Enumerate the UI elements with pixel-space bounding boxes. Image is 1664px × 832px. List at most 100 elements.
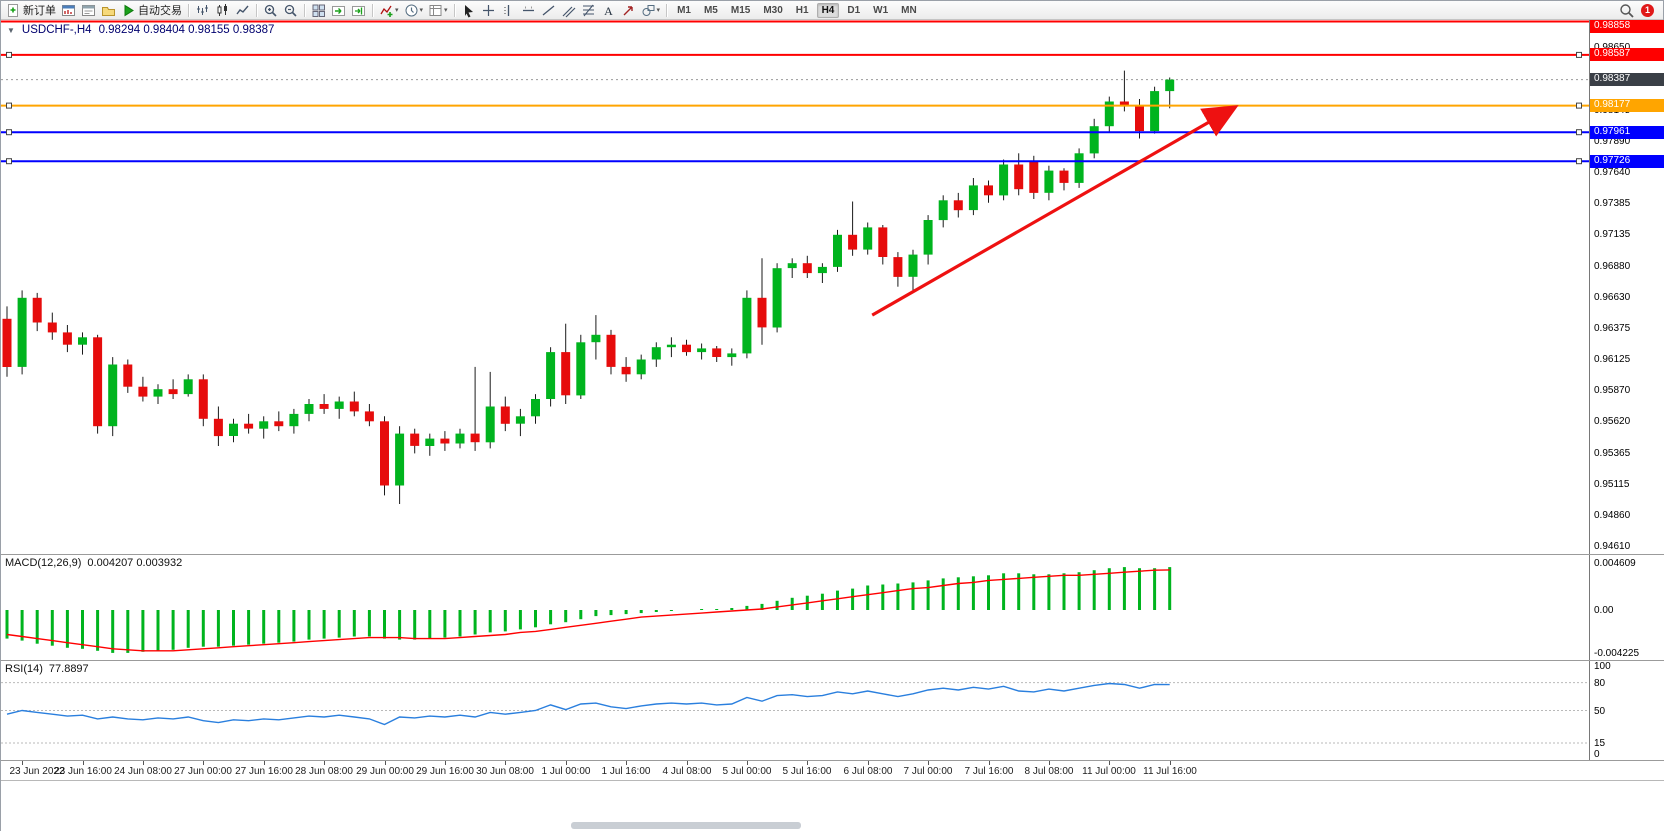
new-order-button-label: 新订单 xyxy=(23,5,56,17)
rsi-axis[interactable]: 100 80 50 15 0 xyxy=(1589,661,1664,760)
time-axis-tick xyxy=(1049,761,1050,765)
new-order-button[interactable]: 新订单 xyxy=(4,2,58,19)
toolbar-separator xyxy=(666,3,668,17)
trendline-icon[interactable] xyxy=(539,2,558,19)
macd-label: MACD(12,26,9) xyxy=(5,557,82,569)
macd-title: MACD(12,26,9) 0.004207 0.003932 xyxy=(5,557,182,569)
indicators-icon[interactable]: ▾ xyxy=(377,2,401,19)
line-handle xyxy=(1576,51,1582,58)
tf-button-mn[interactable]: MN xyxy=(901,4,917,16)
macd-plot-area[interactable] xyxy=(1,555,1589,660)
line-handle xyxy=(6,158,12,165)
auto-scroll-icon[interactable] xyxy=(329,2,348,19)
toolbar-separator xyxy=(304,3,305,17)
macd-axis-label: 0.004609 xyxy=(1594,558,1636,569)
line-handle xyxy=(6,51,12,58)
tf-button-m1[interactable]: M1 xyxy=(677,4,691,16)
tf-button-h1[interactable]: H1 xyxy=(795,4,809,16)
autotrade-button-label: 自动交易 xyxy=(138,5,182,17)
zoom-out-icon[interactable] xyxy=(281,2,300,19)
price-axis[interactable]: 0.986500.983950.981450.978900.976400.973… xyxy=(1589,20,1664,554)
tf-button-m5[interactable]: M5 xyxy=(703,4,718,16)
time-axis-label: 30 Jun 08:00 xyxy=(476,766,534,777)
time-axis-tick xyxy=(264,761,265,765)
price-axis-label: 0.97135 xyxy=(1594,229,1631,240)
price-chart-pane[interactable]: 0.986500.983950.981450.978900.976400.973… xyxy=(1,20,1664,554)
time-axis-label: 1 Jul 00:00 xyxy=(541,766,591,777)
fibonacci-icon[interactable] xyxy=(579,2,598,19)
chevron-down-icon[interactable]: ▾ xyxy=(419,7,424,14)
line-chart-icon[interactable] xyxy=(233,2,252,19)
macd-axis[interactable]: 0.004609 0.00 -0.004225 xyxy=(1589,555,1664,660)
bar-chart-icon[interactable] xyxy=(193,2,212,19)
navigator-icon[interactable] xyxy=(99,2,118,19)
hline-price-badge: 0.98858 xyxy=(1590,20,1664,33)
cursor-icon[interactable] xyxy=(459,2,478,19)
zoom-in-icon[interactable] xyxy=(261,2,280,19)
time-axis-tick xyxy=(687,761,688,765)
time-axis-label: 29 Jun 00:00 xyxy=(356,766,414,777)
price-axis-label: 0.98650 xyxy=(1594,42,1630,53)
price-axis-label: 0.95365 xyxy=(1594,448,1631,459)
collapse-icon[interactable]: ▼ xyxy=(7,25,15,35)
rsi-label: RSI(14) xyxy=(5,663,43,675)
market-watch-icon[interactable] xyxy=(59,2,78,19)
search-icon[interactable] xyxy=(1617,2,1636,19)
chart-shift-icon[interactable] xyxy=(349,2,368,19)
macd-pane[interactable]: 0.004609 0.00 -0.004225 MACD(12,26,9) 0.00… xyxy=(1,554,1664,660)
price-axis-label: 0.95870 xyxy=(1594,385,1631,396)
time-axis-label: 7 Jul 00:00 xyxy=(903,766,953,777)
text-icon[interactable]: A xyxy=(599,2,618,19)
candlestick-chart-icon[interactable] xyxy=(213,2,232,19)
time-axis-label: 24 Jun 08:00 xyxy=(114,766,172,777)
rsi-axis-label: 80 xyxy=(1594,678,1606,689)
tf-button-m15[interactable]: M15 xyxy=(730,4,751,16)
horizontal-scrollbar-thumb[interactable] xyxy=(571,822,801,829)
rsi-pane[interactable]: 100 80 50 15 0 RSI(14) 77.8897 xyxy=(1,660,1664,760)
time-axis-label: 27 Jun 16:00 xyxy=(235,766,293,777)
tf-button-w1[interactable]: W1 xyxy=(873,4,889,16)
time-axis[interactable]: 23 Jun 2022 23 Jun 16:00 24 Jun 08:00 27 Ju… xyxy=(1,760,1664,780)
rsi-plot-area[interactable] xyxy=(1,661,1589,760)
toolbar-separator xyxy=(256,3,257,17)
rsi-axis-label: 100 xyxy=(1594,661,1611,672)
arrow-label-icon[interactable] xyxy=(619,2,638,19)
vertical-line-icon[interactable] xyxy=(499,2,518,19)
horizontal-line-icon[interactable] xyxy=(519,2,538,19)
tile-windows-icon[interactable] xyxy=(309,2,328,19)
time-axis-tick xyxy=(385,761,386,765)
rsi-axis-label: 50 xyxy=(1594,706,1606,717)
time-axis-tick xyxy=(143,761,144,765)
templates-icon[interactable]: ▾ xyxy=(426,2,450,19)
price-plot-area[interactable] xyxy=(1,20,1589,554)
chevron-down-icon[interactable]: ▾ xyxy=(444,7,448,14)
current-price-badge: 0.98387 xyxy=(1590,73,1664,86)
macd-axis-label: -0.004225 xyxy=(1594,648,1640,659)
shapes-icon[interactable]: ▾ xyxy=(639,2,663,19)
periods-icon[interactable]: ▾ xyxy=(402,2,426,19)
chevron-down-icon[interactable]: ▾ xyxy=(395,7,399,14)
line-handle xyxy=(6,102,12,109)
trend-arrow[interactable] xyxy=(871,105,1239,317)
data-window-icon[interactable] xyxy=(79,2,98,19)
time-axis-label: 27 Jun 00:00 xyxy=(174,766,232,777)
notification-badge[interactable]: 1 xyxy=(1641,3,1654,17)
time-axis-tick xyxy=(1109,761,1110,765)
time-axis-label: 6 Jul 08:00 xyxy=(843,766,893,777)
chevron-down-icon[interactable]: ▾ xyxy=(656,7,661,14)
tf-button-h4[interactable]: H4 xyxy=(816,2,840,18)
tf-button-d1[interactable]: D1 xyxy=(847,4,861,16)
hline-price-badge: 0.98587 xyxy=(1590,48,1664,61)
line-handle xyxy=(1576,129,1582,136)
line-handle xyxy=(1576,102,1582,109)
time-axis-tick xyxy=(566,761,567,765)
autotrade-button[interactable]: 自动交易 xyxy=(119,2,184,19)
time-axis-label: 23 Jun 2022 xyxy=(9,766,65,777)
time-axis-tick xyxy=(747,761,748,765)
tf-button-m30[interactable]: M30 xyxy=(763,4,783,16)
crosshair-icon[interactable] xyxy=(479,2,498,19)
price-axis-label: 0.97385 xyxy=(1594,198,1631,209)
time-axis-label: 23 Jun 16:00 xyxy=(54,766,112,777)
channel-icon[interactable] xyxy=(559,2,578,19)
time-axis-label: 29 Jun 16:00 xyxy=(416,766,474,777)
